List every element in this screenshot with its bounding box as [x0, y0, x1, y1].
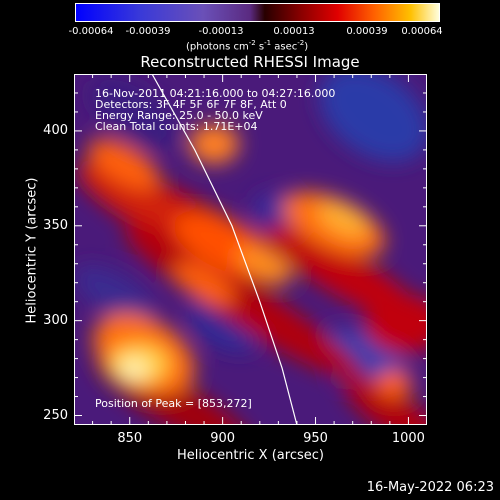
colorbar-tick-label: 0.00039 [346, 26, 388, 37]
annotation-detectors: Detectors: 3F 4F 5F 6F 7F 8F, Att 0 [95, 98, 287, 111]
y-tick-label: 250 [43, 407, 68, 423]
chart-title: Reconstructed RHESSI Image [140, 53, 360, 71]
colorbar-units-label: (photons cm-2 s-1 asec-2) [186, 39, 309, 53]
x-tick-label: 950 [303, 431, 328, 446]
axis-ticks [74, 74, 427, 425]
colorbar-tick-label: -0.00013 [198, 26, 244, 37]
plot-frame [74, 74, 427, 425]
colorbar [75, 3, 440, 22]
y-tick-label: 350 [43, 217, 68, 233]
x-tick-label: 1000 [391, 431, 425, 446]
x-axis-label: Heliocentric X (arcsec) [177, 448, 324, 463]
annotation-clean-counts: Clean Total counts: 1.71E+04 [95, 120, 258, 133]
x-tick-label: 900 [210, 431, 236, 446]
y-tick-label: 300 [43, 312, 68, 328]
annotation-time-range: 16-Nov-2011 04:21:16.000 to 04:27:16.000 [95, 87, 336, 100]
observation-annotations: 16-Nov-2011 04:21:16.000 to 04:27:16.000… [95, 88, 335, 132]
y-axis-label: Heliocentric Y (arcsec) [24, 177, 40, 324]
plot-area [74, 74, 427, 425]
colorbar-tick-label: 0.00013 [273, 26, 315, 37]
colorbar-tick-label: -0.00064 [68, 26, 114, 37]
solar-limb-curve [151, 74, 298, 425]
render-timestamp: 16-May-2022 06:23 [366, 480, 494, 495]
x-tick-label: 850 [117, 431, 143, 446]
heatmap-image [74, 74, 427, 425]
colorbar-tick-label: 0.00064 [401, 26, 443, 37]
colorbar-tick-label: -0.00039 [125, 26, 171, 37]
annotation-energy-range: Energy Range: 25.0 - 50.0 keV [95, 109, 263, 122]
peak-position-label: Position of Peak = [853,272] [95, 397, 252, 410]
y-tick-label: 400 [43, 122, 68, 138]
